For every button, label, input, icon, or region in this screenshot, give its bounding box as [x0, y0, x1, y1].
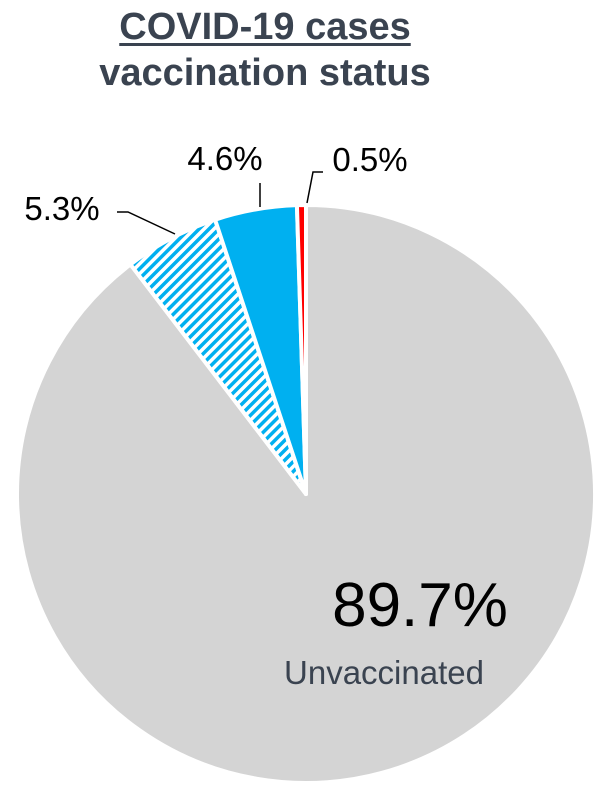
data-label-unvaccinated-name: Unvaccinated — [284, 654, 484, 691]
chart-subtitle: vaccination status — [99, 52, 431, 94]
leader-line-1 — [117, 211, 176, 235]
data-label-slice-3: 0.5% — [332, 141, 407, 178]
data-label-slice-2: 4.6% — [187, 140, 262, 177]
pie-slice-segment-3 — [294, 202, 308, 496]
leader-line-3 — [306, 171, 323, 204]
data-label-unvaccinated-value: 89.7% — [332, 571, 508, 640]
data-label-slice-1: 5.3% — [24, 190, 99, 227]
chart-title: COVID-19 cases — [119, 6, 411, 48]
chart-title-block: COVID-19 cases vaccination status — [0, 4, 530, 96]
